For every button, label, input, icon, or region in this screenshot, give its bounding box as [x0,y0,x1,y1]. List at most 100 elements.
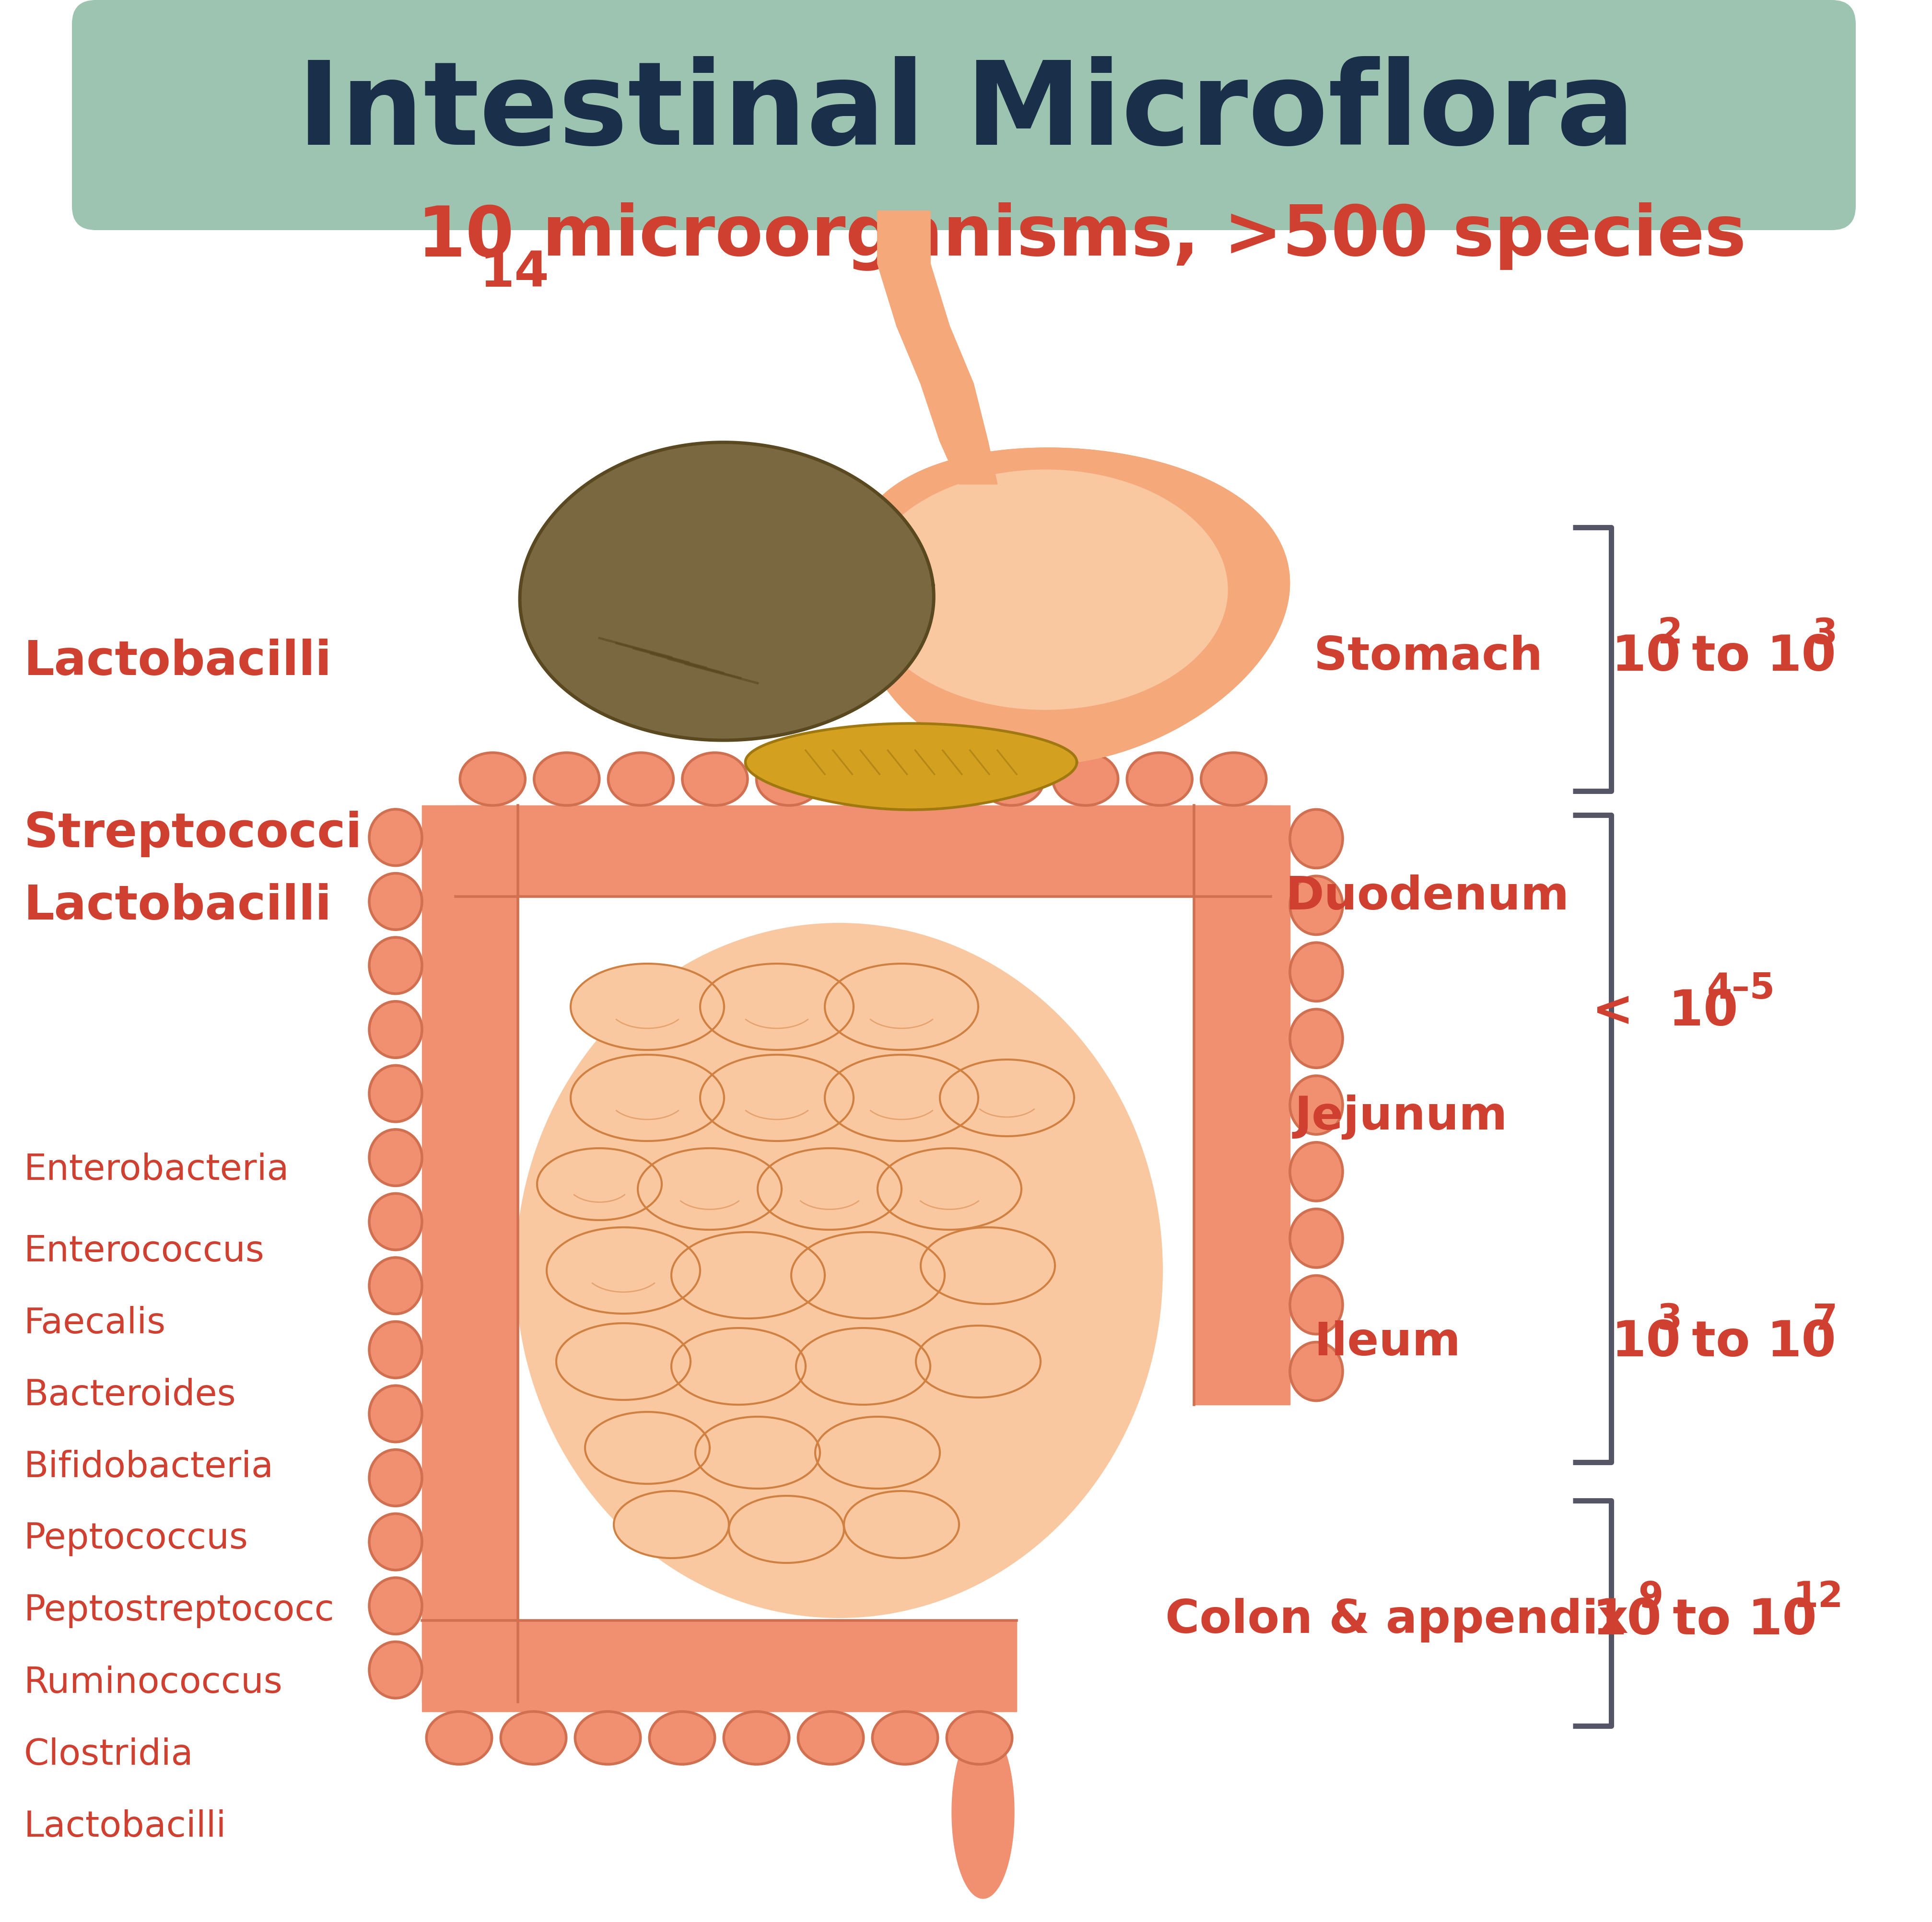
Ellipse shape [460,753,526,805]
Polygon shape [547,1228,699,1313]
Polygon shape [877,211,997,484]
Polygon shape [848,448,1289,765]
Text: 10: 10 [1592,1597,1662,1645]
Ellipse shape [904,753,970,805]
Text: 10: 10 [1611,1318,1681,1367]
Text: Streptococci: Streptococci [23,811,363,857]
Text: Faecalis: Faecalis [23,1305,166,1342]
Ellipse shape [369,1065,421,1122]
Polygon shape [920,1228,1055,1303]
Polygon shape [570,963,724,1049]
Polygon shape [638,1147,781,1230]
Polygon shape [815,1417,939,1490]
Text: 9: 9 [1638,1580,1663,1614]
Polygon shape [877,211,997,484]
Polygon shape [746,723,1076,809]
Polygon shape [570,1055,724,1142]
FancyBboxPatch shape [71,0,1855,231]
Polygon shape [1194,805,1289,896]
Ellipse shape [369,1449,421,1507]
Ellipse shape [369,1515,421,1570]
Polygon shape [825,963,978,1049]
Ellipse shape [369,873,421,930]
Polygon shape [537,1147,661,1220]
Polygon shape [864,469,1227,709]
Ellipse shape [369,938,421,994]
Ellipse shape [682,753,748,805]
Text: 2: 2 [1658,617,1683,652]
Ellipse shape [427,1711,493,1764]
Ellipse shape [1289,1142,1343,1201]
Ellipse shape [798,1711,864,1764]
Text: 10: 10 [1766,632,1835,680]
Ellipse shape [1289,1342,1343,1401]
Ellipse shape [1289,876,1343,934]
Text: Peptostreptococc: Peptostreptococc [23,1593,334,1628]
Polygon shape [696,1417,819,1490]
Polygon shape [520,442,933,740]
Polygon shape [520,442,933,740]
Polygon shape [670,1328,806,1405]
Ellipse shape [649,1711,715,1764]
Text: Clostridia: Clostridia [23,1737,193,1772]
Text: microorganisms, >500 species: microorganisms, >500 species [518,202,1747,271]
Polygon shape [939,1059,1074,1136]
Ellipse shape [1289,1009,1343,1069]
Polygon shape [699,963,854,1049]
Text: Ruminococcus: Ruminococcus [23,1664,282,1701]
Text: Bacteroides: Bacteroides [23,1378,236,1413]
Polygon shape [670,1232,825,1318]
Text: 3: 3 [1658,1301,1683,1338]
Text: <  10: < 10 [1592,988,1737,1036]
Text: Jejunum: Jejunum [1294,1094,1507,1140]
Polygon shape [728,1495,844,1563]
Text: to: to [1675,632,1768,680]
Text: Colon & appendix: Colon & appendix [1165,1599,1629,1643]
Polygon shape [790,1232,945,1318]
Text: 14: 14 [479,248,549,298]
Polygon shape [1194,805,1289,1405]
Polygon shape [844,1491,958,1559]
Ellipse shape [1289,1209,1343,1267]
Text: 4–5: 4–5 [1706,971,1776,1005]
Ellipse shape [369,1578,421,1634]
Text: 10: 10 [417,204,514,271]
Text: Intestinal Microflora: Intestinal Microflora [298,56,1634,169]
Ellipse shape [1126,753,1192,805]
Text: Lactobacilli: Lactobacilli [23,882,332,930]
Polygon shape [796,1328,929,1405]
Polygon shape [757,1147,902,1230]
Text: to: to [1656,1597,1748,1645]
Text: Stomach: Stomach [1314,634,1542,678]
Text: 12: 12 [1793,1580,1843,1614]
Polygon shape [864,469,1227,709]
Ellipse shape [369,1001,421,1057]
Text: Duodenum: Duodenum [1285,875,1569,919]
Text: 10: 10 [1766,1318,1835,1367]
Ellipse shape [369,1641,421,1699]
Ellipse shape [831,753,896,805]
Text: 10: 10 [1747,1597,1816,1645]
Polygon shape [421,805,518,896]
Ellipse shape [533,753,599,805]
Ellipse shape [947,1711,1012,1764]
Polygon shape [877,1147,1022,1230]
Text: Lactobacilli: Lactobacilli [23,1809,226,1843]
Text: Enterococcus: Enterococcus [23,1234,265,1269]
Polygon shape [556,1322,690,1399]
Polygon shape [421,1620,1016,1711]
Ellipse shape [369,1194,421,1249]
Text: Bifidobacteria: Bifidobacteria [23,1449,274,1484]
Text: Enterobacteria: Enterobacteria [23,1153,290,1188]
Ellipse shape [1289,942,1343,1001]
Ellipse shape [1289,809,1343,869]
Ellipse shape [724,1711,788,1764]
Polygon shape [916,1326,1039,1397]
Text: to: to [1675,1318,1768,1367]
Ellipse shape [369,1257,421,1315]
Polygon shape [456,805,1271,896]
Ellipse shape [369,1130,421,1186]
Polygon shape [825,1055,978,1142]
Text: Ileum: Ileum [1314,1320,1461,1365]
Ellipse shape [369,1386,421,1442]
